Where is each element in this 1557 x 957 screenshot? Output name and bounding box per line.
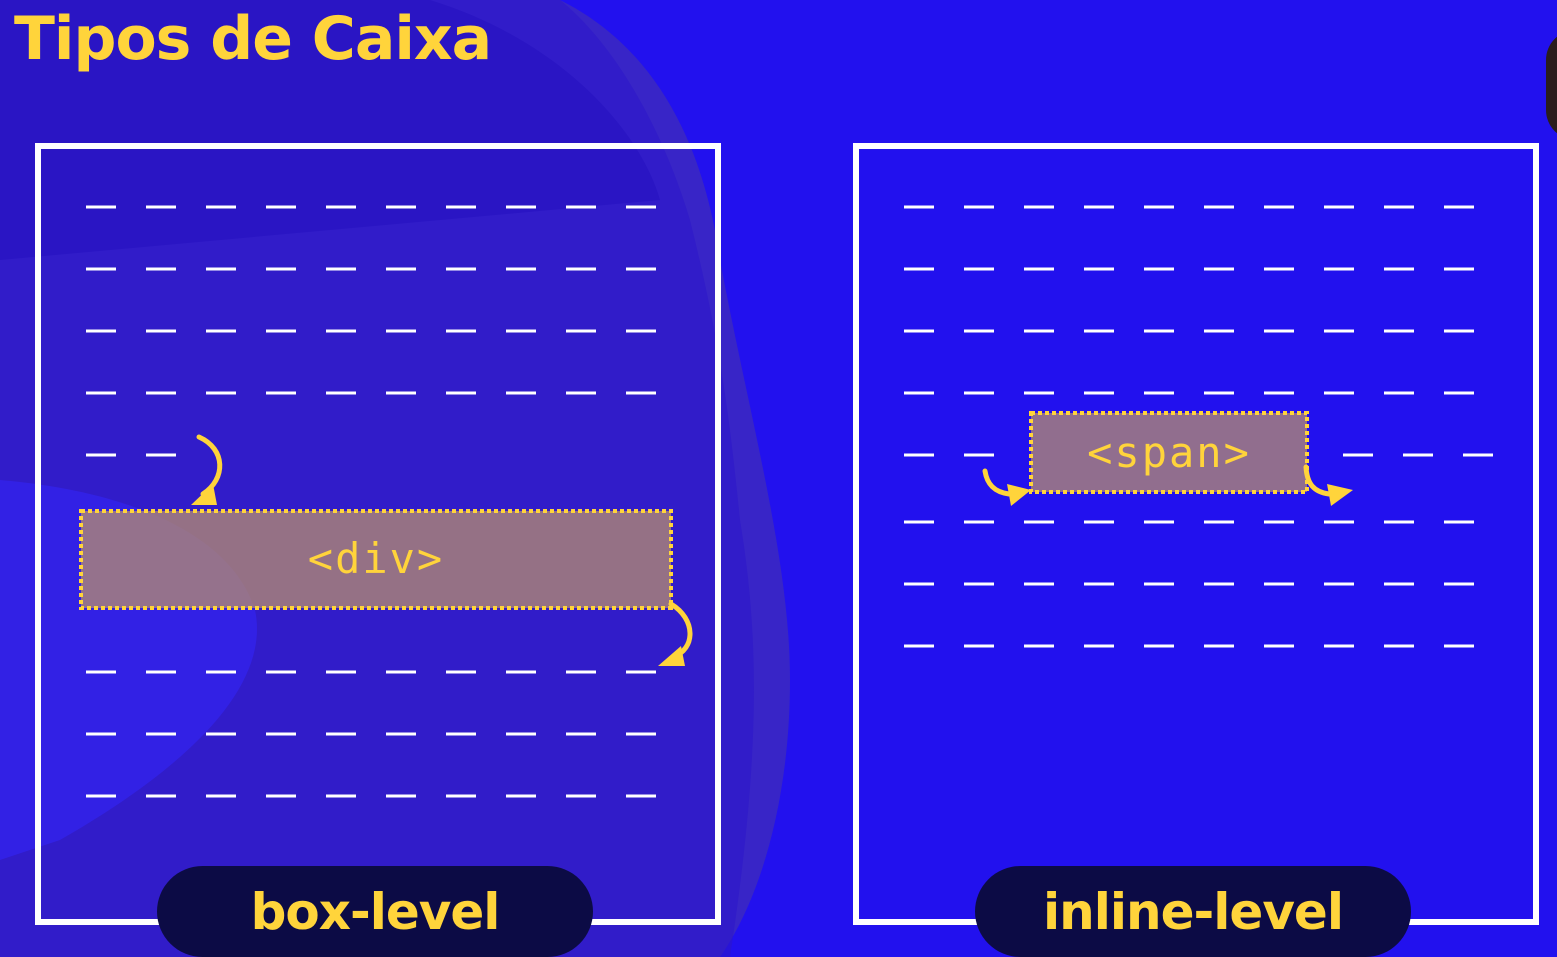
div-tag-label: <div> [308,534,444,583]
div-block [79,509,673,610]
arrowhead-out-of-span [1327,484,1353,506]
text-line-dashes [86,205,656,798]
text-line-dashes [904,205,1493,648]
span-tag-label: <span> [1087,428,1251,477]
arrow-into-span [982,468,1012,497]
box-level-text: box-level [250,882,501,941]
inline-level-label: inline-level [975,866,1411,957]
inline-level-panel: <span> [853,143,1539,925]
box-level-panel: <div> [35,143,721,925]
arrow-into-div [196,434,223,497]
arrowhead-out-of-div [658,646,685,666]
inline-level-text: inline-level [1043,882,1344,941]
arrowhead-into-div [191,484,217,505]
presenter-avatar [1546,30,1557,140]
arrow-out-of-span [1303,464,1332,497]
inline-level-diagram: <span> [904,205,1493,648]
box-level-label: box-level [157,866,593,957]
box-level-diagram: <div> [79,205,693,798]
page-title: Tipos de Caixa [14,4,492,74]
arrowhead-into-span [1007,484,1031,506]
span-inline [1029,411,1309,494]
